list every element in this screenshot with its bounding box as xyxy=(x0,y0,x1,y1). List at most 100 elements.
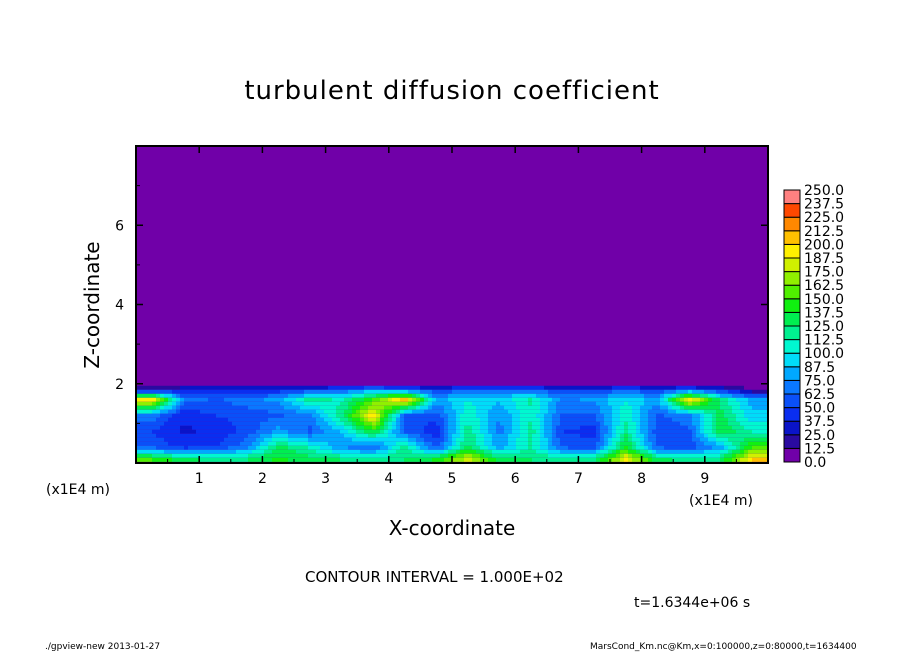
heatmap-cell xyxy=(680,445,684,450)
heatmap-cell xyxy=(500,401,504,406)
heatmap-cell xyxy=(204,421,208,426)
heatmap-cell xyxy=(364,425,368,430)
heatmap-cell xyxy=(636,449,640,454)
heatmap-cell xyxy=(256,437,260,442)
heatmap-cell xyxy=(232,409,236,414)
heatmap-cell xyxy=(324,417,328,422)
heatmap-cell xyxy=(660,449,664,454)
heatmap-cell xyxy=(540,437,544,442)
heatmap-cell xyxy=(484,401,488,406)
heatmap-cell xyxy=(272,437,276,442)
heatmap-cell xyxy=(608,389,612,394)
heatmap-cell xyxy=(556,437,560,442)
heatmap-cell xyxy=(356,401,360,406)
heatmap-cell xyxy=(488,445,492,450)
heatmap-cell xyxy=(360,441,364,446)
heatmap-cell xyxy=(324,405,328,410)
heatmap-cell xyxy=(196,425,200,430)
heatmap-cell xyxy=(160,429,164,434)
heatmap-cell xyxy=(152,401,156,406)
heatmap-cell xyxy=(700,401,704,406)
heatmap-cell xyxy=(252,457,256,462)
heatmap-cell xyxy=(324,437,328,442)
heatmap-cell xyxy=(408,417,412,422)
heatmap-cell xyxy=(208,401,212,406)
heatmap-cell xyxy=(296,385,300,390)
heatmap-cell xyxy=(556,417,560,422)
heatmap-cell xyxy=(496,393,500,398)
heatmap-cell xyxy=(404,389,408,394)
heatmap-cell xyxy=(520,453,524,458)
heatmap-cell xyxy=(500,421,504,426)
heatmap-cell xyxy=(460,393,464,398)
heatmap-cell xyxy=(280,453,284,458)
heatmap-cell xyxy=(352,385,356,390)
heatmap-cell xyxy=(760,441,764,446)
heatmap-cell xyxy=(212,441,216,446)
heatmap-cell xyxy=(756,401,760,406)
heatmap-cell xyxy=(352,389,356,394)
heatmap-cell xyxy=(152,421,156,426)
heatmap-cell xyxy=(760,433,764,438)
heatmap-cell xyxy=(428,425,432,430)
heatmap-cell xyxy=(516,437,520,442)
heatmap-cell xyxy=(432,409,436,414)
heatmap-cell xyxy=(356,385,360,390)
heatmap-cell xyxy=(264,457,268,462)
heatmap-cell xyxy=(756,429,760,434)
heatmap-cell xyxy=(372,429,376,434)
heatmap-cell xyxy=(168,389,172,394)
heatmap-cell xyxy=(568,401,572,406)
colorbar-label: 225.0 xyxy=(804,210,844,226)
heatmap-cell xyxy=(492,433,496,438)
heatmap-cell xyxy=(728,385,732,390)
heatmap-cell xyxy=(648,429,652,434)
heatmap-cell xyxy=(556,397,560,402)
heatmap-cell xyxy=(508,433,512,438)
heatmap-cell xyxy=(172,409,176,414)
heatmap-cell xyxy=(164,409,168,414)
heatmap-cell xyxy=(232,457,236,462)
heatmap-cell xyxy=(268,401,272,406)
heatmap-cell xyxy=(152,437,156,442)
heatmap-cell xyxy=(740,429,744,434)
heatmap-cell xyxy=(736,393,740,398)
heatmap-cell xyxy=(184,457,188,462)
heatmap-cell xyxy=(640,449,644,454)
heatmap-cell xyxy=(392,453,396,458)
heatmap-cell xyxy=(684,385,688,390)
heatmap-cell xyxy=(592,417,596,422)
heatmap-cell xyxy=(288,433,292,438)
heatmap-cell xyxy=(188,421,192,426)
heatmap-cell xyxy=(472,453,476,458)
heatmap-cell xyxy=(140,425,144,430)
heatmap-cell xyxy=(648,385,652,390)
heatmap-cell xyxy=(732,433,736,438)
heatmap-cell xyxy=(584,417,588,422)
heatmap-cell xyxy=(672,441,676,446)
heatmap-cell xyxy=(136,397,140,402)
heatmap-cell xyxy=(268,437,272,442)
heatmap-cell xyxy=(640,433,644,438)
heatmap-cell xyxy=(476,433,480,438)
heatmap-cell xyxy=(396,405,400,410)
heatmap-cell xyxy=(448,433,452,438)
heatmap-cell xyxy=(576,401,580,406)
heatmap-cell xyxy=(260,417,264,422)
heatmap-cell xyxy=(452,437,456,442)
heatmap-cell xyxy=(148,433,152,438)
heatmap-cell xyxy=(220,397,224,402)
heatmap-cell xyxy=(504,437,508,442)
heatmap-cell xyxy=(312,401,316,406)
heatmap-cell xyxy=(236,457,240,462)
heatmap-cell xyxy=(660,437,664,442)
heatmap-cell xyxy=(656,429,660,434)
heatmap-cell xyxy=(212,421,216,426)
heatmap-cell xyxy=(332,441,336,446)
heatmap-cell xyxy=(528,397,532,402)
heatmap-cell xyxy=(188,393,192,398)
heatmap-cell xyxy=(192,453,196,458)
heatmap-cell xyxy=(588,453,592,458)
heatmap-cell xyxy=(228,449,232,454)
heatmap-cell xyxy=(280,417,284,422)
